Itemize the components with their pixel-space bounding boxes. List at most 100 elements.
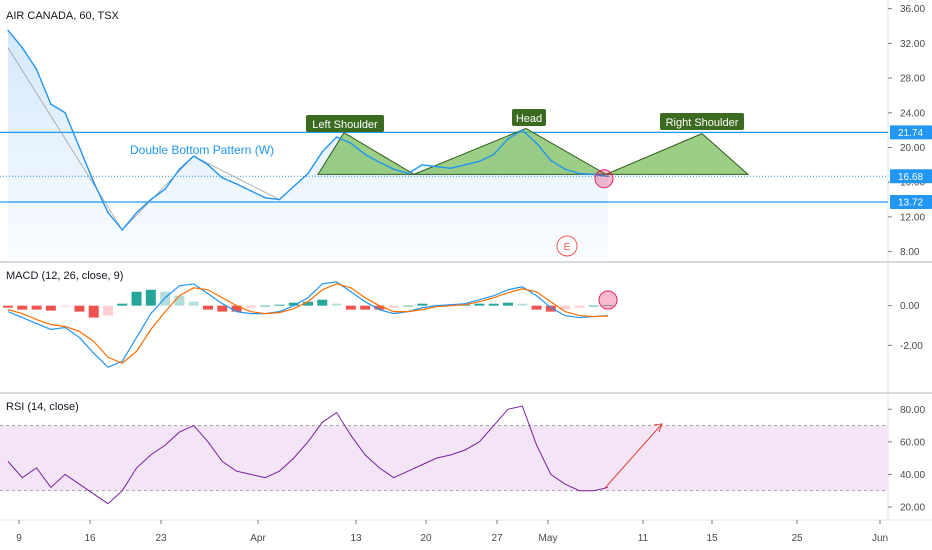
macd-histogram-bar (174, 295, 185, 306)
left-shoulder-triangle (317, 132, 416, 175)
price-point (592, 173, 595, 176)
macd-pane-title: MACD (12, 26, close, 9) (6, 270, 123, 282)
macd-histogram-bar (503, 302, 513, 306)
price-point (207, 164, 209, 166)
rsi-ytick-label: 60.00 (900, 437, 925, 448)
macd-histogram-bar (3, 305, 13, 308)
macd-histogram-bar (231, 305, 242, 312)
time-tick-label: Apr (250, 533, 266, 544)
price-point (92, 181, 95, 183)
price-point (307, 172, 309, 175)
macd-ytick-label: 0.00 (900, 301, 920, 312)
rsi-trend-arrowhead (653, 423, 663, 433)
macd-histogram-bar (560, 305, 571, 310)
price-point (7, 29, 9, 32)
price-point (121, 229, 124, 231)
price-point (335, 136, 338, 138)
macd-histogram-bar (88, 305, 99, 318)
price-point (292, 185, 295, 188)
price-point (550, 159, 552, 162)
macd-histogram-bar (588, 305, 599, 307)
macd-line (7, 281, 609, 368)
price-ytick-label: 8.00 (900, 247, 920, 258)
time-tick-label: 27 (491, 533, 503, 544)
double-bottom-pattern-line (7, 47, 280, 231)
macd-histogram-bar (17, 305, 28, 310)
price-point (78, 146, 81, 149)
price-point (578, 172, 581, 175)
price-point (435, 165, 438, 168)
head-label: Head (516, 113, 542, 125)
price-ytick-label: 20.00 (900, 143, 925, 154)
time-tick-label: May (539, 533, 558, 544)
macd-histogram-bar (103, 305, 113, 316)
macd-histogram-bar (74, 305, 85, 312)
macd-histogram-bar (345, 305, 356, 310)
price-point (264, 197, 266, 199)
price-point (107, 211, 109, 214)
price-point (521, 129, 524, 131)
time-tick-label: 23 (155, 533, 167, 544)
time-axis: 9 16 23 Apr 13 20 27 May 11 15 25 Jun (16, 520, 888, 544)
price-point (407, 172, 409, 175)
price-tag-label: 21.74 (898, 128, 923, 139)
price-point (535, 142, 538, 144)
price-point (321, 151, 324, 153)
rsi-band (0, 425, 888, 491)
macd-histogram-bar (145, 289, 156, 306)
price-point (178, 168, 181, 170)
macd-histogram-bar (203, 305, 213, 310)
time-tick-label: 25 (791, 533, 803, 544)
price-point (64, 111, 66, 114)
macd-histogram-bar (488, 303, 499, 306)
left-shoulder-label: Left Shoulder (312, 119, 378, 131)
rsi-pane: 80.00 60.00 40.00 20.00 (0, 405, 925, 513)
macd-histogram-bar (117, 303, 128, 306)
price-point (164, 188, 166, 190)
price-point (507, 138, 509, 140)
current-price-marker (594, 169, 614, 189)
macd-histogram-bar (45, 305, 56, 311)
price-point (50, 103, 52, 105)
macd-signal-line (7, 283, 609, 364)
macd-histogram-bar (245, 305, 256, 308)
price-tag-bg (890, 194, 932, 209)
rsi-pane-title: RSI (14, close) (6, 401, 79, 413)
macd-histogram-bar (31, 305, 42, 310)
rsi-ytick-label: 20.00 (900, 502, 925, 513)
price-point (235, 183, 238, 185)
price-point (450, 167, 452, 170)
macd-marker (598, 290, 618, 310)
macd-ytick-label: -2.00 (900, 341, 923, 352)
price-tag-label: 16.68 (898, 172, 923, 183)
right-shoulder-triangle (605, 133, 750, 175)
price-point (364, 153, 366, 156)
price-point (478, 160, 481, 163)
price-point (192, 155, 195, 157)
price-ytick-label: 24.00 (900, 108, 925, 119)
macd-histogram-bar (603, 305, 613, 307)
price-tag-label: 13.72 (898, 197, 923, 208)
price-tag-bg (890, 169, 932, 184)
macd-histogram-bar (217, 305, 228, 312)
price-point (21, 46, 24, 49)
time-tick-label: 20 (420, 533, 432, 544)
price-point (278, 198, 281, 201)
price-ytick-label: 12.00 (900, 212, 925, 223)
time-tick-label: 11 (638, 533, 649, 544)
rsi-trend-arrow (603, 423, 663, 490)
price-ytick-label: 32.00 (900, 39, 925, 50)
macd-histogram-bar (574, 305, 585, 308)
macd-histogram-bar (517, 303, 528, 306)
right-shoulder-label: Right Shoulder (666, 117, 739, 129)
time-tick-label: Jun (872, 533, 888, 544)
price-area-fill (8, 30, 608, 262)
price-point (564, 168, 566, 170)
macd-histogram-bar (60, 305, 71, 307)
time-tick-label: 16 (84, 533, 96, 544)
macd-histogram-bar (188, 301, 199, 306)
macd-histogram-bar (303, 301, 313, 306)
price-point (492, 153, 495, 156)
macd-histogram-bar (388, 305, 399, 308)
